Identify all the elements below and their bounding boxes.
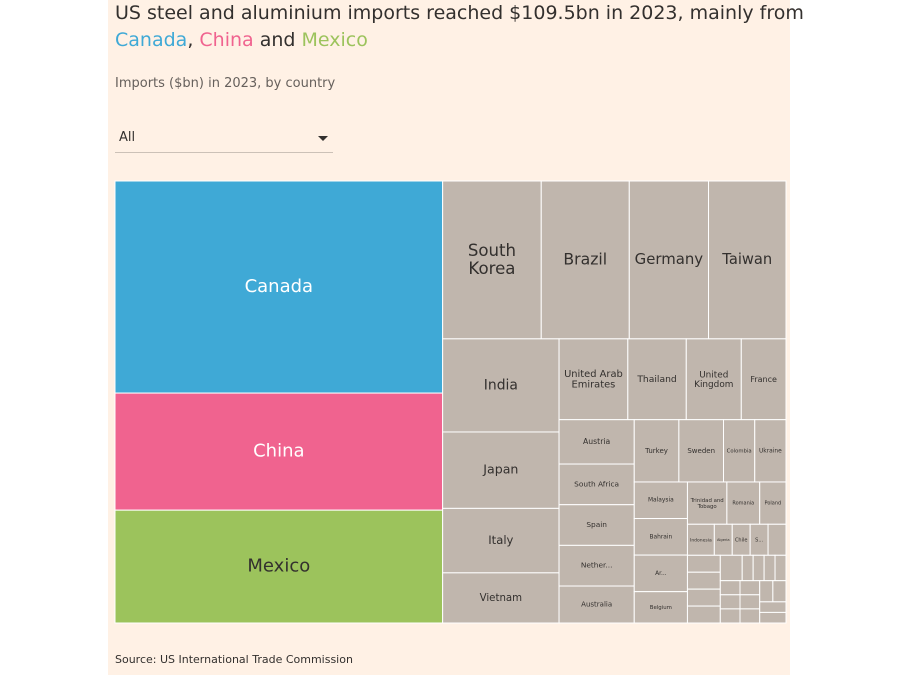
tile — [763, 554, 776, 582]
tile — [759, 580, 774, 603]
tile — [754, 419, 787, 483]
subtitle: Imports ($bn) in 2023, by country — [115, 76, 336, 91]
tile — [114, 509, 444, 624]
tile-label: Ar... — [655, 571, 667, 577]
tile-label: Spain — [586, 520, 607, 529]
tile-label: Algeria — [717, 538, 730, 542]
tile — [686, 605, 721, 624]
tile — [114, 180, 444, 394]
title-segment: US steel and aluminium imports reached $… — [115, 2, 804, 24]
tile-label: Germany — [635, 250, 704, 268]
tile — [633, 518, 688, 556]
tile — [686, 554, 721, 573]
tile — [686, 571, 721, 590]
tile-label: Vietnam — [480, 593, 523, 604]
chart-title: US steel and aluminium imports reached $… — [115, 0, 804, 54]
tile-label: Romania — [732, 501, 754, 507]
tile — [740, 338, 787, 421]
tile-label: Ukraine — [759, 448, 782, 454]
tile-label: France — [750, 375, 777, 384]
tile — [628, 180, 710, 340]
tile-label: Turkey — [644, 447, 668, 455]
tile — [719, 608, 741, 624]
title-segment: Mexico — [301, 29, 368, 51]
tile-label: Canada — [245, 276, 314, 297]
tile — [686, 523, 715, 556]
tile — [678, 419, 725, 483]
tile-label: Austria — [583, 437, 610, 446]
tile — [114, 392, 444, 511]
tile — [726, 481, 761, 525]
tile — [558, 585, 635, 624]
tile — [774, 554, 787, 582]
tile-label: Trinidad and Tobago — [690, 498, 724, 510]
tile-label: Belgium — [650, 605, 672, 611]
tile-label: Colombia — [727, 448, 752, 454]
tile — [752, 554, 765, 582]
tile-label: India — [484, 377, 518, 393]
tile — [627, 338, 687, 421]
tile-label: Australia — [581, 601, 612, 609]
tile-label: Poland — [765, 501, 782, 507]
tile-label: China — [253, 441, 304, 462]
dropdown-caret — [318, 136, 328, 141]
tile-label: Mexico — [247, 556, 310, 577]
tile — [767, 523, 787, 556]
tile — [741, 554, 754, 582]
tile-label: South Korea — [468, 240, 516, 277]
tile-label: S... — [755, 537, 763, 543]
tile — [685, 338, 742, 421]
tile-label: Sweden — [687, 447, 715, 455]
tile — [759, 601, 787, 613]
tile-label: Japan — [482, 462, 518, 477]
tile — [540, 180, 630, 340]
tile — [719, 594, 741, 610]
tile-label: Indonesia — [690, 537, 712, 543]
title-segment: Canada — [115, 29, 188, 51]
tile-label: Taiwan — [721, 251, 772, 268]
tile — [442, 338, 560, 433]
tile — [759, 611, 787, 624]
tile — [442, 572, 560, 624]
tile — [739, 594, 761, 610]
title-line: Canada, China and Mexico — [115, 27, 785, 54]
tile — [633, 554, 688, 593]
tile-label: Brazil — [563, 249, 607, 268]
tile — [686, 588, 721, 607]
tile — [739, 580, 761, 596]
tile — [719, 580, 741, 596]
tile-label: United Arab Emirates — [564, 369, 623, 391]
tile — [719, 554, 743, 582]
title-line: US steel and aluminium imports reached $… — [115, 0, 804, 27]
tile-label: Bahrain — [649, 534, 672, 540]
tile-label: Italy — [488, 533, 513, 547]
tile-label: United Kingdom — [694, 370, 733, 390]
tile — [558, 463, 635, 506]
tile — [708, 180, 787, 340]
tile-label: Malaysia — [648, 498, 674, 504]
tile — [772, 580, 787, 603]
filter-label: All — [119, 130, 136, 145]
title-segment: and — [253, 29, 302, 51]
country-filter[interactable]: All — [115, 126, 333, 153]
tile — [442, 431, 560, 509]
tile — [633, 591, 688, 624]
title-segment: China — [199, 29, 254, 51]
tile-label: Nether... — [581, 561, 613, 570]
tile-label: South Africa — [574, 479, 619, 488]
tile-label: Chile — [735, 537, 748, 543]
source: Source: US International Trade Commissio… — [115, 653, 353, 666]
tile — [739, 608, 761, 624]
tile — [442, 180, 542, 340]
title-segment: , — [187, 29, 200, 51]
tile — [442, 507, 560, 574]
tile-label: Thailand — [636, 374, 676, 385]
